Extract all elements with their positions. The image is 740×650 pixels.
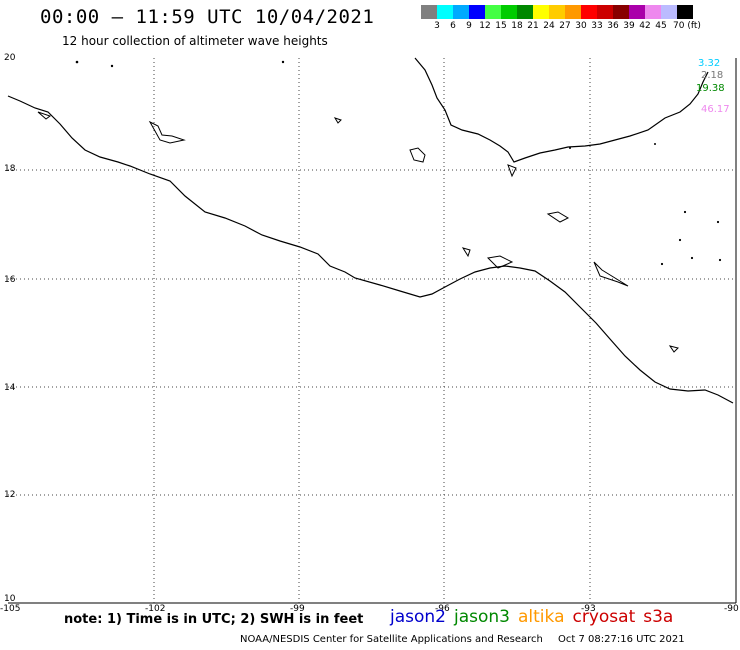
island (461, 247, 471, 258)
lon-label--105: -105 (0, 604, 20, 614)
lat-label-10: 10 (4, 594, 16, 604)
lon-label--99: -99 (290, 604, 305, 614)
colorbar-label: 18 (511, 21, 523, 31)
mission-label-cryosat: cryosat (572, 607, 636, 627)
island (333, 117, 342, 124)
colorbar-label: 24 (543, 21, 555, 31)
credit-text: NOAA/NESDIS Center for Satellite Applica… (240, 634, 543, 645)
island (409, 147, 426, 163)
mission-label-s3a: s3a (643, 607, 674, 627)
island (507, 164, 517, 178)
mission-label-jason2: jason2 (390, 607, 446, 627)
lon-label--93: -93 (581, 604, 596, 614)
swh-value-labels: 3.32 2.18 19.38 46.17 (696, 58, 730, 115)
units-note: note: 1) Time is in UTC; 2) SWH is in fe… (64, 612, 364, 627)
footer: NOAA/NESDIS Center for Satellite Applica… (240, 634, 685, 645)
map-subtitle: 12 hour collection of altimeter wave hei… (62, 34, 328, 48)
lat-label-18: 18 (4, 164, 16, 174)
lat-lon-grid (8, 58, 736, 603)
colorbar-label: 45 (655, 21, 667, 31)
island (486, 255, 514, 269)
axis-labels: 20 18 16 14 12 10 -105 -102 -99 -96 -93 … (0, 53, 739, 614)
colorbar-label: 27 (559, 21, 571, 31)
colorbar-label: 39 (623, 21, 635, 31)
colorbar-label: 33 (591, 21, 603, 31)
colorbar-swatch (501, 5, 517, 19)
islands (37, 111, 679, 353)
colorbar-swatch (453, 5, 469, 19)
colorbar-label: 42 (639, 21, 651, 31)
lat-label-16: 16 (4, 275, 16, 285)
colorbar-label: 9 (466, 21, 472, 31)
colorbar-swatch (613, 5, 629, 19)
lon-label--90: -90 (724, 604, 739, 614)
swh-value: 2.18 (701, 70, 723, 81)
colorbar-label: 21 (527, 21, 539, 31)
colorbar-swatch (517, 5, 533, 19)
colorbar-swatch (485, 5, 501, 19)
wave-height-colorbar (421, 5, 693, 19)
mission-label-altika: altika (518, 607, 565, 627)
island (546, 211, 570, 223)
lat-label-12: 12 (4, 490, 15, 500)
gulf-coastline (414, 57, 709, 163)
lon-label--102: -102 (145, 604, 165, 614)
swh-value: 19.38 (696, 83, 725, 94)
swh-value: 46.17 (701, 104, 730, 115)
colorbar-label: 70 (ft) (673, 21, 701, 31)
colorbar-swatch (597, 5, 613, 19)
colorbar-label: 30 (575, 21, 587, 31)
mission-label-jason3: jason3 (454, 607, 510, 627)
lat-label-20: 20 (4, 53, 16, 63)
colorbar-swatch (533, 5, 549, 19)
swh-value: 3.32 (698, 58, 720, 69)
colorbar-swatch (469, 5, 485, 19)
island (37, 111, 52, 120)
pacific-coastline (7, 95, 734, 404)
island (593, 261, 629, 287)
island (148, 120, 186, 144)
colorbar-swatch (677, 5, 693, 19)
map-title: 00:00 – 11:59 UTC 10/04/2021 (40, 6, 375, 28)
generated-timestamp: Oct 7 08:27:16 UTC 2021 (558, 634, 685, 645)
colorbar-label: 3 (434, 21, 440, 31)
colorbar-swatch (629, 5, 645, 19)
colorbar-swatch (565, 5, 581, 19)
colorbar-swatch (661, 5, 677, 19)
colorbar-label: 12 (479, 21, 491, 31)
colorbar-label: 36 (607, 21, 619, 31)
colorbar-swatch (645, 5, 661, 19)
island (668, 345, 679, 353)
colorbar-swatch (421, 5, 437, 19)
island-dots (75, 60, 722, 266)
mission-legend: jason2 jason3 altika cryosat s3a (390, 607, 681, 627)
colorbar-label: 15 (495, 21, 507, 31)
lat-label-14: 14 (4, 383, 16, 393)
colorbar-swatch (437, 5, 453, 19)
colorbar-label: 6 (450, 21, 456, 31)
colorbar-swatch (549, 5, 565, 19)
lon-label--96: -96 (435, 604, 450, 614)
coastline (7, 57, 734, 404)
colorbar-swatch (581, 5, 597, 19)
